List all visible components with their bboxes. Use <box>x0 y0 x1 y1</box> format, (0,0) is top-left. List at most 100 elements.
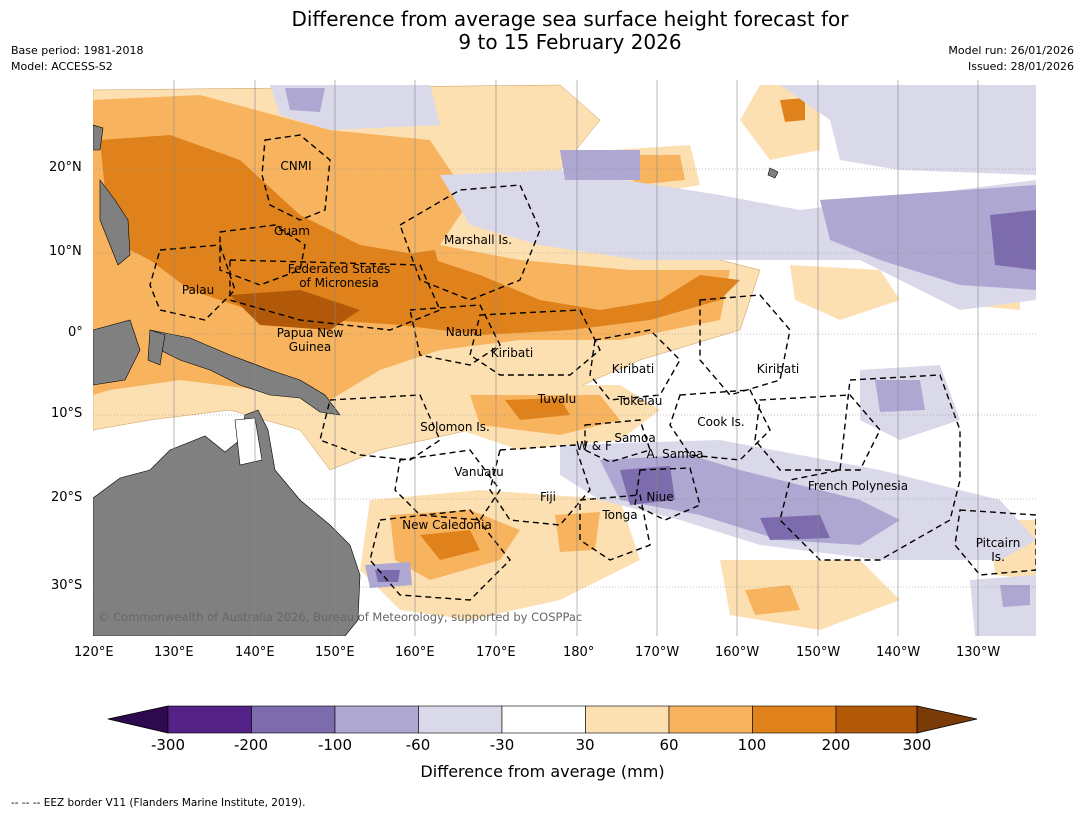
negative-anomaly-region <box>875 380 925 412</box>
colorbar-tick: -30 <box>489 736 515 754</box>
place-label: New Caledonia <box>402 518 492 532</box>
negative-anomaly-region <box>600 455 900 545</box>
colorbar-segment <box>752 705 837 734</box>
negative-anomaly-region <box>820 185 1036 290</box>
colorbar-tick: 30 <box>575 736 595 754</box>
negative-anomaly-region <box>990 210 1036 270</box>
map-area <box>93 80 1036 636</box>
eez-boundary <box>489 444 591 526</box>
eez-boundary <box>589 329 681 401</box>
positive-anomaly-region <box>100 135 740 335</box>
place-label: Solomon Is. <box>420 420 490 434</box>
eez-boundary <box>954 509 1036 576</box>
eez-boundaries <box>149 134 1036 601</box>
colorbar-segment <box>835 705 918 734</box>
positive-anomaly-region <box>745 585 800 615</box>
place-label: A. Samoa <box>646 447 704 461</box>
place-label: CNMI <box>280 159 312 173</box>
lon-label: 140°E <box>235 645 275 660</box>
colorbar-segment <box>418 705 503 734</box>
taiwan-landmass <box>93 124 104 151</box>
lon-label: 130°W <box>956 645 1001 660</box>
place-label: Papua New Guinea <box>276 326 344 354</box>
place-label: Federated States of Micronesia <box>287 262 391 290</box>
colorbar-tick: -200 <box>233 736 269 754</box>
place-label: Pitcairn Is. <box>975 536 1021 564</box>
eez-boundary <box>394 449 501 521</box>
place-label: Kiribati <box>490 346 534 360</box>
lon-label: 120°E <box>74 645 114 660</box>
lon-label: 180° <box>563 645 595 660</box>
issued-date: Issued: 28/01/2026 <box>967 60 1074 73</box>
title-line-2: 9 to 15 February 2026 <box>458 30 682 54</box>
place-label: Vanuatu <box>454 465 504 479</box>
sulawesi-landmass <box>147 329 166 366</box>
eez-boundary <box>579 494 651 561</box>
place-label: Tokelau <box>617 394 663 408</box>
lon-label: 150°E <box>315 645 355 660</box>
eez-legend-footer: -- -- -- EEZ border V11 (Flanders Marine… <box>11 797 306 809</box>
lon-label: 170°W <box>635 645 680 660</box>
lat-label: 10°S <box>51 406 83 421</box>
lat-label: 0° <box>68 325 83 340</box>
colorbar-label: Difference from average (mm) <box>420 762 665 781</box>
eez-boundary <box>399 184 541 301</box>
base-period: Base period: 1981-2018 <box>11 44 144 57</box>
hawaii-landmass <box>767 167 779 179</box>
lon-label: 150°W <box>796 645 841 660</box>
positive-anomaly-region <box>790 265 900 320</box>
colorbar-segment <box>585 705 670 734</box>
lat-label: 20°S <box>51 490 83 505</box>
eez-boundary <box>319 394 441 461</box>
land-layer <box>93 124 779 636</box>
place-label: W & F <box>576 439 612 453</box>
lon-label: 170°E <box>476 645 516 660</box>
colorbar-tick: 100 <box>737 736 767 754</box>
eez-boundary <box>219 224 306 286</box>
colorbar-tick: 200 <box>821 736 851 754</box>
philippines-landmass <box>99 179 131 266</box>
colorbar-segment <box>501 705 586 734</box>
colorbar-tick: 60 <box>659 736 679 754</box>
eez-boundary <box>634 467 701 521</box>
place-label: Marshall Is. <box>444 233 512 247</box>
eez-boundary <box>699 294 791 396</box>
lat-label: 30°S <box>51 578 83 593</box>
negative-anomaly-region <box>780 85 1036 175</box>
colorbar-tick: -100 <box>317 736 353 754</box>
eez-boundary <box>779 374 961 561</box>
place-label: Palau <box>181 283 215 297</box>
colorbar-tick: 300 <box>902 736 932 754</box>
negative-anomaly-region <box>285 88 325 112</box>
lon-label: 160°W <box>715 645 760 660</box>
place-label: French Polynesia <box>807 479 909 493</box>
eez-boundary <box>584 419 651 463</box>
colorbar-tick: -60 <box>405 736 431 754</box>
place-label: Kiribati <box>611 362 655 376</box>
colorbar-segment <box>167 705 252 734</box>
colorbar <box>107 705 978 734</box>
meta-left: Base period: 1981-2018 Model: ACCESS-S2 <box>11 43 143 75</box>
chart-title: Difference from average sea surface heig… <box>0 8 1085 54</box>
positive-anomaly-region <box>420 530 480 560</box>
place-label: Tuvalu <box>537 392 577 406</box>
colorbar-extend-high <box>916 705 978 734</box>
borneo-landmass <box>93 319 141 386</box>
title-line-1: Difference from average sea surface heig… <box>291 7 849 31</box>
model-name: Model: ACCESS-S2 <box>11 60 113 73</box>
new-guinea-landmass <box>149 329 341 416</box>
place-label: Guam <box>274 224 310 238</box>
place-label: Samoa <box>614 431 656 445</box>
lon-label: 140°W <box>876 645 921 660</box>
colorbar-segment <box>334 705 419 734</box>
place-label: Niue <box>646 490 674 504</box>
eez-boundary <box>149 244 236 321</box>
colorbar-segment <box>251 705 336 734</box>
copyright-notice: © Commonwealth of Australia 2026, Bureau… <box>98 610 583 624</box>
negative-anomaly-region <box>560 150 640 180</box>
model-run: Model run: 26/01/2026 <box>948 44 1074 57</box>
colorbar-segment <box>668 705 753 734</box>
lat-label: 10°N <box>49 244 82 259</box>
place-label: Tonga <box>602 508 638 522</box>
eez-boundary <box>409 304 501 366</box>
